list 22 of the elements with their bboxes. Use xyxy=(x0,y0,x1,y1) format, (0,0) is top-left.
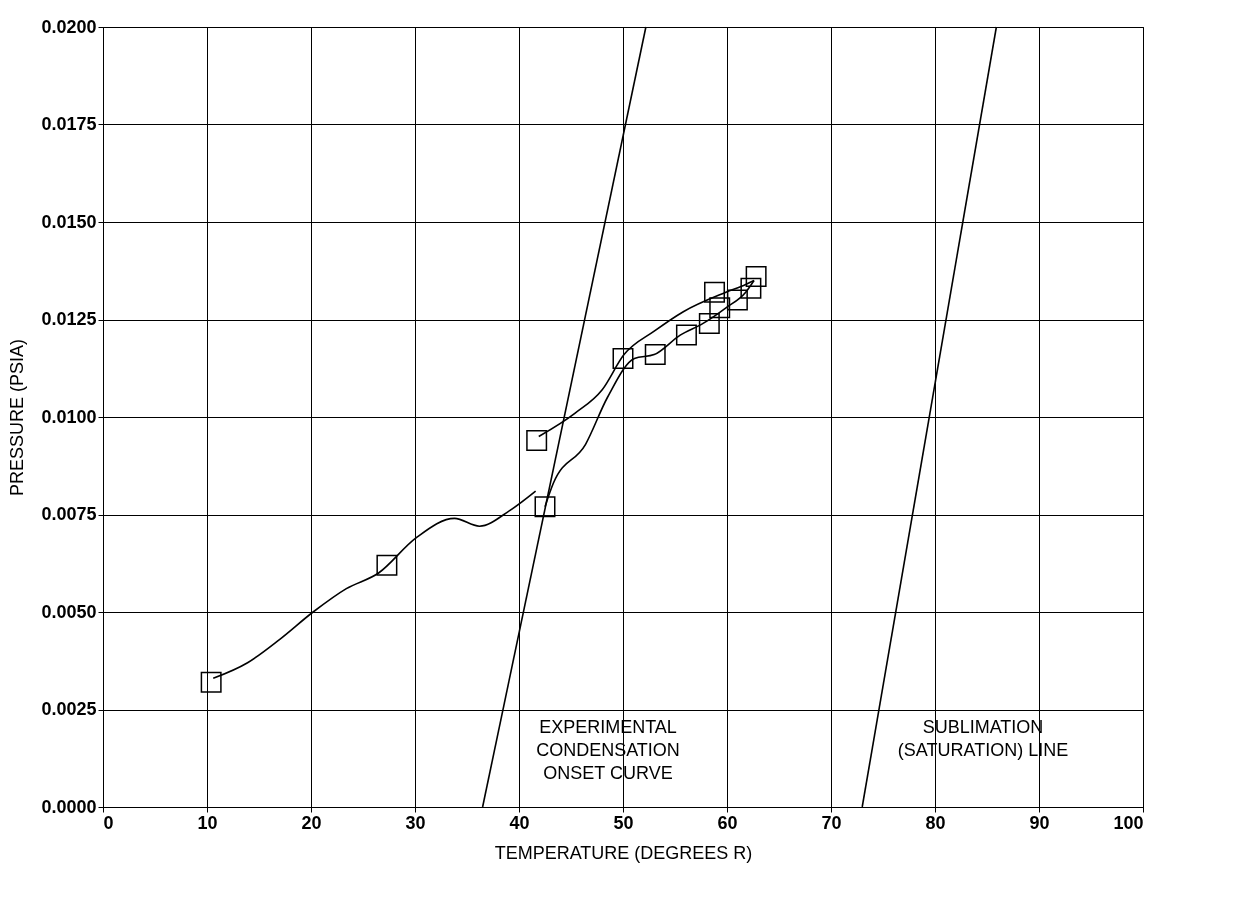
x-tick-label: 50 xyxy=(613,812,634,833)
x-tick-label: 20 xyxy=(301,812,322,833)
y-tick-label: 0.0050 xyxy=(41,601,97,622)
x-tick-label: 10 xyxy=(197,812,218,833)
y-tick-label: 0.0100 xyxy=(41,406,97,427)
y-tick-label: 0.0000 xyxy=(41,796,97,817)
y-tick-label: 0.0075 xyxy=(41,504,97,524)
x-tick-label: 60 xyxy=(717,812,738,833)
y-axis-title: PRESSURE (PSIA) xyxy=(7,338,28,497)
y-tick-label: 0.0175 xyxy=(41,114,97,134)
x-tick-label: 0 xyxy=(103,812,114,833)
x-tick-label: 100 xyxy=(1113,812,1144,833)
x-tick-label: 80 xyxy=(925,812,946,833)
x-tick-label: 40 xyxy=(509,812,530,833)
x-tick-label: 30 xyxy=(405,812,426,833)
y-tick-label: 0.0150 xyxy=(41,211,97,232)
x-axis-title: TEMPERATURE (DEGREES R) xyxy=(494,842,753,863)
y-tick-label: 0.0025 xyxy=(41,699,97,719)
y-tick-label: 0.0200 xyxy=(41,16,97,37)
y-tick-label: 0.0125 xyxy=(41,309,97,329)
x-tick-label: 70 xyxy=(821,812,842,833)
x-tick-label: 90 xyxy=(1029,812,1050,833)
